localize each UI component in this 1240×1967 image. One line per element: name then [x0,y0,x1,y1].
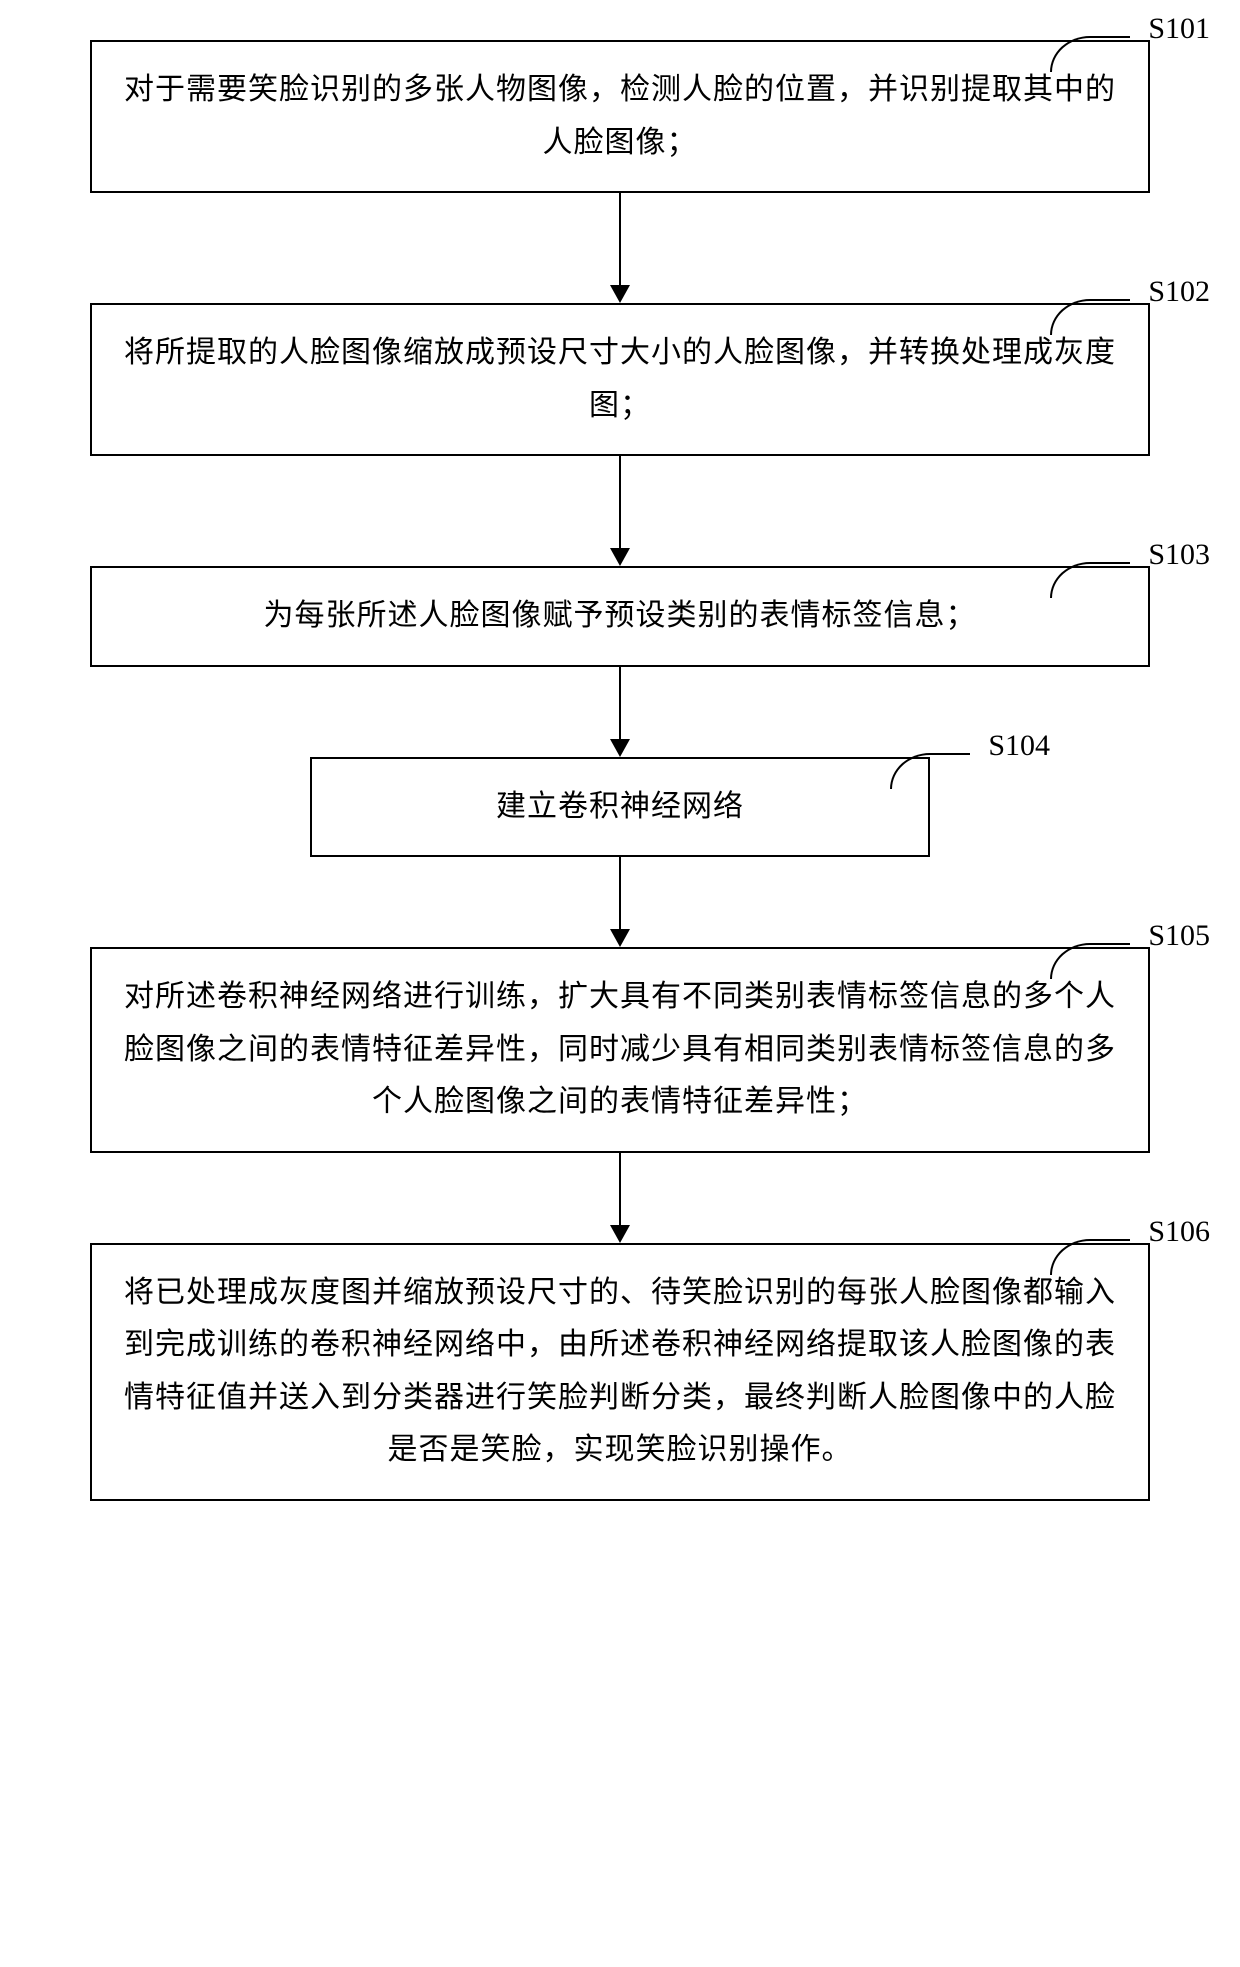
arrow-head-icon [610,929,630,947]
step-box: 对所述卷积神经网络进行训练，扩大具有不同类别表情标签信息的多个人脸图像之间的表情… [90,947,1150,1153]
arrow-down [50,456,1190,566]
arrow-down [50,1153,1190,1243]
step-label-lead: S101 [1050,12,1210,68]
flowchart-container: S101对于需要笑脸识别的多张人物图像，检测人脸的位置，并识别提取其中的人脸图像… [50,40,1190,1501]
step-label-lead: S104 [890,729,1050,785]
arrow-down [50,857,1190,947]
lead-line-curve [1050,943,1130,979]
arrow-shaft [619,667,621,739]
lead-line-curve [1050,299,1130,335]
step-S104: S104建立卷积神经网络 [50,757,1190,858]
lead-line-curve [1050,36,1130,72]
arrow-shaft [619,857,621,929]
step-box: 将所提取的人脸图像缩放成预设尺寸大小的人脸图像，并转换处理成灰度图； [90,303,1150,456]
step-label-lead: S106 [1050,1215,1210,1271]
arrow-shaft [619,1153,621,1225]
arrow-down [50,193,1190,303]
arrow-shaft [619,456,621,548]
step-box: 建立卷积神经网络 [310,757,930,858]
step-label-lead: S102 [1050,275,1210,331]
step-box: 为每张所述人脸图像赋予预设类别的表情标签信息； [90,566,1150,667]
lead-line-curve [1050,1239,1130,1275]
step-label-text: S105 [1148,919,1210,953]
step-label-text: S104 [988,729,1050,763]
step-S103: S103为每张所述人脸图像赋予预设类别的表情标签信息； [50,566,1190,667]
step-label-lead: S105 [1050,919,1210,975]
arrow-head-icon [610,285,630,303]
arrow-shaft [619,193,621,285]
step-label-text: S103 [1148,538,1210,572]
step-box: 将已处理成灰度图并缩放预设尺寸的、待笑脸识别的每张人脸图像都输入到完成训练的卷积… [90,1243,1150,1501]
lead-line-curve [890,753,970,789]
step-S106: S106将已处理成灰度图并缩放预设尺寸的、待笑脸识别的每张人脸图像都输入到完成训… [50,1243,1190,1501]
step-label-lead: S103 [1050,538,1210,594]
step-S105: S105对所述卷积神经网络进行训练，扩大具有不同类别表情标签信息的多个人脸图像之… [50,947,1190,1153]
arrow-head-icon [610,1225,630,1243]
step-label-text: S106 [1148,1215,1210,1249]
step-S102: S102将所提取的人脸图像缩放成预设尺寸大小的人脸图像，并转换处理成灰度图； [50,303,1190,456]
arrow-head-icon [610,548,630,566]
step-label-text: S101 [1148,12,1210,46]
lead-line-curve [1050,562,1130,598]
step-box: 对于需要笑脸识别的多张人物图像，检测人脸的位置，并识别提取其中的人脸图像； [90,40,1150,193]
step-label-text: S102 [1148,275,1210,309]
step-S101: S101对于需要笑脸识别的多张人物图像，检测人脸的位置，并识别提取其中的人脸图像… [50,40,1190,193]
arrow-head-icon [610,739,630,757]
